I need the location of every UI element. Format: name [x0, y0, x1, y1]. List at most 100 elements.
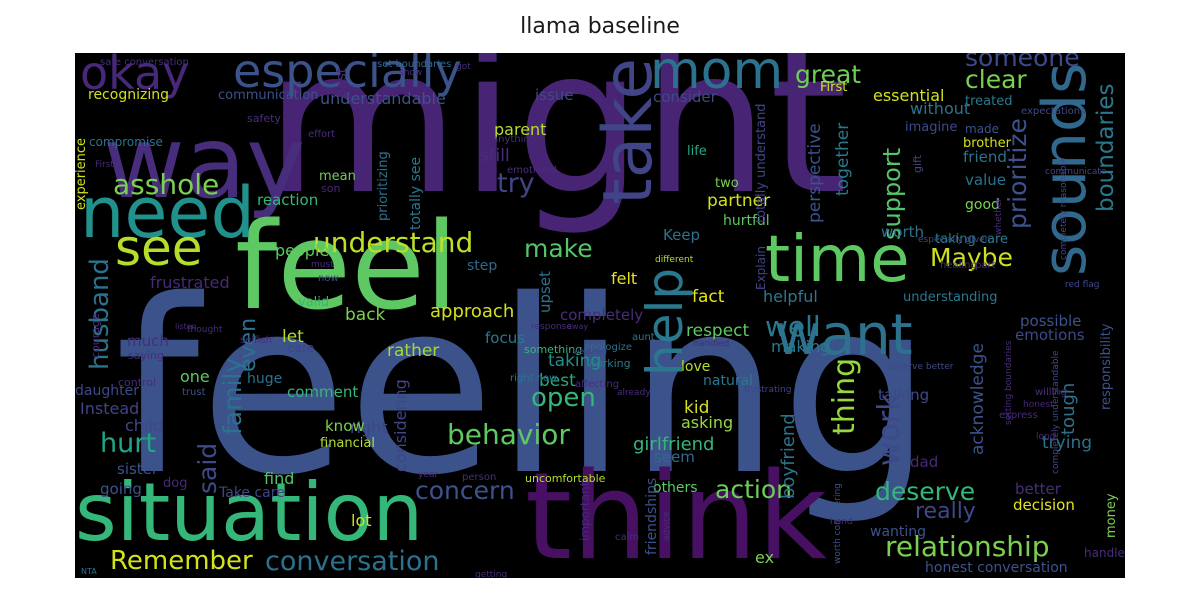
cloud-word-dad: dad	[910, 453, 939, 471]
cloud-word-take-care: Take care	[219, 485, 285, 501]
cloud-word-control: control	[118, 376, 157, 389]
cloud-word-emotions: emotions	[1015, 326, 1085, 344]
cloud-word-two: two	[715, 176, 739, 191]
cloud-word-deserve: deserve	[875, 477, 976, 506]
cloud-word-way: way	[103, 104, 306, 221]
cloud-word-talking: talking	[878, 386, 930, 404]
cloud-word-step: step	[467, 258, 498, 274]
cloud-word-think: think	[525, 448, 827, 578]
cloud-word-clear: clear	[965, 65, 1027, 94]
cloud-word-hurt: hurt	[100, 428, 156, 459]
cloud-word-courage: courage	[89, 313, 102, 358]
cloud-word-great: great	[795, 60, 862, 89]
cloud-word-going: going	[100, 480, 142, 498]
cloud-word-open: open	[531, 383, 596, 413]
cloud-word-time: time	[765, 223, 910, 297]
cloud-word-upset: upset	[536, 271, 554, 313]
cloud-word-okay: okay	[80, 53, 190, 100]
cloud-word-conversation: conversation	[265, 546, 440, 577]
cloud-word-past: past	[334, 67, 350, 98]
cloud-word-selfish: selfish	[240, 335, 272, 346]
cloud-word-mean: mean	[319, 169, 356, 184]
cloud-word-got: got	[456, 62, 471, 72]
cloud-word-especially-given: especially given	[918, 235, 991, 245]
cloud-word-made: made	[965, 122, 1000, 136]
cloud-word-kid: kid	[684, 398, 710, 418]
cloud-word-valid: valid	[298, 295, 330, 310]
cloud-word-behavior: behavior	[447, 418, 570, 451]
cloud-word-work: work	[872, 393, 907, 466]
cloud-word-different: different	[655, 255, 694, 265]
cloud-word-person: person	[462, 472, 497, 483]
cloud-word-willing: willing	[1035, 387, 1067, 398]
cloud-word-seem: seem	[654, 448, 695, 466]
cloud-word-find: find	[264, 469, 295, 488]
cloud-word-nta: NTA	[81, 567, 97, 576]
cloud-word-affecting: affecting	[575, 379, 620, 390]
cloud-word-huge: huge	[247, 371, 283, 387]
cloud-word-effort: effort	[308, 129, 336, 140]
cloud-word-honest-conversation: honest conversation	[925, 560, 1068, 576]
cloud-word-fact: fact	[692, 287, 725, 307]
cloud-word-understanding: understanding	[903, 290, 998, 305]
cloud-word-experience: experience	[75, 137, 89, 210]
cloud-word-setting-boundaries: setting boundaries	[1004, 340, 1014, 425]
cloud-word-let: let	[282, 327, 304, 347]
cloud-word-wanting: wanting	[870, 524, 927, 540]
cloud-word-someone: someone	[965, 53, 1080, 72]
cloud-word-money: money	[1104, 493, 1119, 538]
cloud-word-approach: approach	[430, 301, 515, 322]
cloud-word-away: away	[567, 322, 589, 331]
cloud-word-communication: communication	[218, 88, 319, 103]
cloud-word-feeling: feeling	[115, 248, 933, 528]
cloud-word-focus: focus	[485, 329, 526, 347]
cloud-word-red-flag: red flag	[1065, 280, 1100, 290]
cloud-word-lot: lot	[351, 511, 372, 530]
cloud-word-perspective: perspective	[805, 123, 825, 223]
cloud-word-hand: hand	[830, 517, 853, 527]
cloud-word-saying: saying	[128, 349, 164, 362]
cloud-word-son: son	[321, 182, 341, 195]
cloud-word-felt: felt	[611, 269, 638, 288]
cloud-word-wedding: wedding	[573, 347, 607, 356]
cloud-word-might: might	[265, 53, 848, 239]
cloud-word-completely: completely	[560, 306, 644, 324]
cloud-word-express: express	[999, 410, 1038, 421]
cloud-word-friend: friend	[963, 148, 1007, 166]
cloud-word-frustrated: frustrated	[150, 273, 230, 292]
cloud-word-recognizing: recognizing	[88, 87, 169, 103]
cloud-word-totally-understand: totally understand	[754, 103, 769, 223]
cloud-word-dog: dog	[163, 476, 188, 491]
cloud-word-whether: whether	[994, 197, 1004, 235]
cloud-word-anything: anything	[492, 134, 537, 145]
cloud-word-prioritizing: prioritizing	[376, 151, 391, 221]
cloud-word-uncomfortable: uncomfortable	[525, 472, 606, 485]
cloud-word-healing: healing	[940, 260, 977, 271]
cloud-word-deserve-better: deserve better	[887, 362, 954, 372]
cloud-word-parent: parent	[494, 120, 547, 139]
cloud-word-one: one	[180, 367, 210, 386]
cloud-word-must: must	[311, 260, 334, 270]
cloud-word-decision: decision	[1013, 496, 1075, 514]
cloud-word-still: still	[480, 146, 510, 166]
cloud-word-situation: situation	[75, 466, 424, 559]
cloud-word-long: long	[1036, 432, 1056, 442]
cloud-word-keep: Keep	[663, 226, 701, 244]
cloud-word-value: value	[965, 171, 1006, 189]
cloud-word-action: action	[715, 475, 792, 504]
cloud-word-boundaries: boundaries	[1093, 83, 1119, 213]
cloud-word-working: working	[587, 357, 631, 370]
cloud-word-totally-see: totally see	[408, 156, 424, 230]
cloud-word-love: love	[681, 359, 711, 375]
cloud-word-expectations: expectations	[1021, 106, 1086, 117]
cloud-word-instead: Instead	[80, 399, 140, 418]
cloud-word-taking: taking	[548, 351, 602, 371]
cloud-word-worth: worth	[881, 223, 925, 241]
cloud-word-understand: understand	[313, 226, 474, 259]
cloud-word-mom: mom	[650, 53, 784, 101]
cloud-word-imagine: imagine	[905, 120, 958, 135]
cloud-word-brother: brother	[963, 136, 1011, 151]
cloud-word-without: without	[910, 99, 971, 118]
cloud-word-first: First	[820, 80, 848, 95]
cloud-word-child: child	[125, 416, 163, 435]
